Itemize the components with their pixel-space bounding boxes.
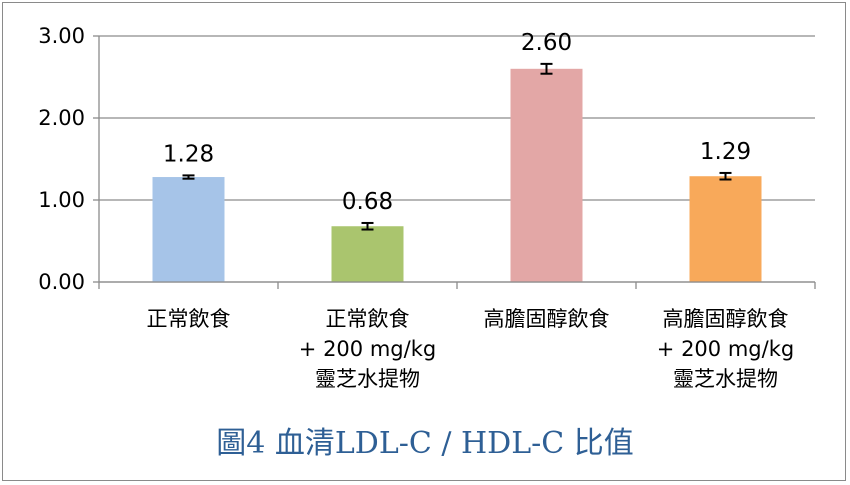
y-tick-label: 1.00 [38,188,85,212]
bar [510,68,583,282]
category-label: + 200 mg/kg [657,337,794,361]
category-label: + 200 mg/kg [299,337,436,361]
chart-title: 圖4 血清LDL-C / HDL-C 比值 [216,426,634,461]
y-tick-label: 2.00 [38,106,85,130]
category-label: 正常飲食 [326,307,410,331]
y-tick-label: 0.00 [38,270,85,294]
bar [331,226,404,282]
category-label: 正常飲食 [147,307,231,331]
bar [689,176,762,282]
category-label: 靈芝水提物 [315,367,420,391]
data-label: 1.28 [163,141,214,167]
category-label: 靈芝水提物 [673,367,778,391]
y-tick-label: 3.00 [38,24,85,48]
category-label: 高膽固醇飲食 [663,307,789,331]
category-label: 高膽固醇飲食 [484,307,610,331]
data-label: 0.68 [342,189,393,215]
bar [152,177,225,282]
data-label: 2.60 [521,30,572,56]
data-label: 1.29 [700,139,751,165]
